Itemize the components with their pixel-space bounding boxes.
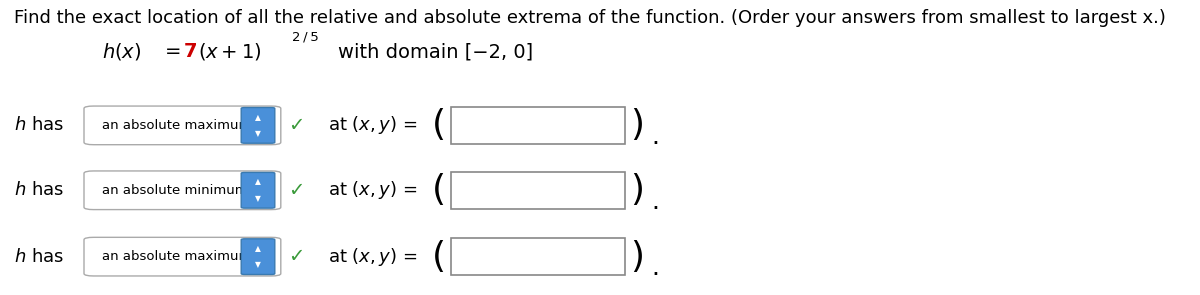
Text: 2 / 5: 2 / 5: [292, 31, 318, 44]
Text: an absolute maximum: an absolute maximum: [102, 250, 251, 263]
Text: Find the exact location of all the relative and absolute extrema of the function: Find the exact location of all the relat…: [14, 9, 1166, 27]
Text: ▼: ▼: [256, 194, 260, 203]
Text: $h$ has: $h$ has: [14, 116, 65, 135]
Text: $h$ has: $h$ has: [14, 181, 65, 199]
Text: ▲: ▲: [256, 178, 260, 186]
FancyBboxPatch shape: [241, 172, 275, 208]
FancyBboxPatch shape: [241, 239, 275, 274]
Text: ▲: ▲: [256, 113, 260, 122]
Text: ✓: ✓: [288, 181, 305, 200]
Text: ▲: ▲: [256, 244, 260, 253]
Text: .: .: [652, 125, 660, 149]
Text: ): ): [630, 108, 644, 142]
Text: 7: 7: [184, 42, 197, 61]
FancyBboxPatch shape: [84, 106, 281, 145]
FancyBboxPatch shape: [84, 237, 281, 276]
FancyBboxPatch shape: [451, 238, 625, 275]
Text: .: .: [652, 190, 660, 214]
Text: =: =: [164, 42, 181, 61]
Text: .: .: [652, 256, 660, 281]
Text: ): ): [630, 173, 644, 207]
Text: $(x + 1)$: $(x + 1)$: [198, 41, 262, 62]
Text: at $(x, y)$ =: at $(x, y)$ =: [328, 179, 416, 201]
FancyBboxPatch shape: [84, 171, 281, 209]
Text: $h$ has: $h$ has: [14, 248, 65, 266]
Text: an absolute minimum: an absolute minimum: [102, 184, 247, 197]
FancyBboxPatch shape: [451, 107, 625, 144]
FancyBboxPatch shape: [451, 172, 625, 209]
Text: at $(x, y)$ =: at $(x, y)$ =: [328, 246, 416, 268]
Text: ✓: ✓: [288, 116, 305, 135]
Text: ▼: ▼: [256, 260, 260, 269]
Text: with domain [−2, 0]: with domain [−2, 0]: [338, 42, 534, 61]
Text: $h(x)$: $h(x)$: [102, 41, 142, 62]
Text: (: (: [432, 240, 446, 274]
Text: at $(x, y)$ =: at $(x, y)$ =: [328, 114, 416, 136]
Text: ✓: ✓: [288, 247, 305, 266]
Text: (: (: [432, 173, 446, 207]
Text: ): ): [630, 240, 644, 274]
Text: (: (: [432, 108, 446, 142]
Text: ▼: ▼: [256, 129, 260, 138]
Text: an absolute maximum: an absolute maximum: [102, 119, 251, 132]
FancyBboxPatch shape: [241, 108, 275, 143]
